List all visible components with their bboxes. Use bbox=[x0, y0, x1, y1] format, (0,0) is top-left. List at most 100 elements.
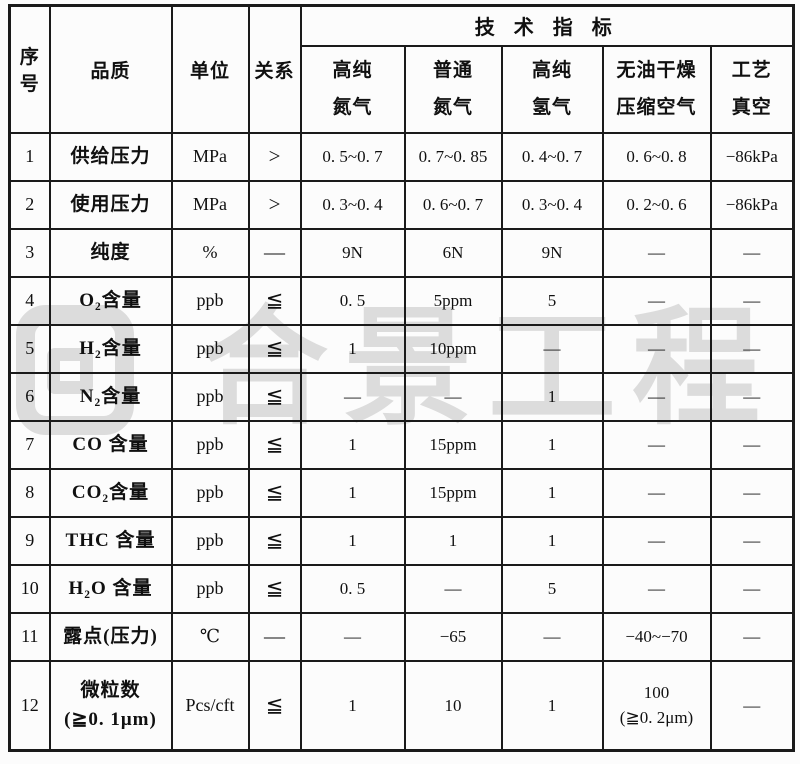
unit-cell: % bbox=[170, 227, 250, 278]
value-cell: — bbox=[601, 467, 712, 518]
value-cell: 10 bbox=[403, 659, 503, 752]
quality-cell: 使用压力 bbox=[48, 179, 173, 230]
unit-cell: Pcs/cft bbox=[170, 659, 250, 752]
value-cell: −86kPa bbox=[709, 179, 795, 230]
value-cell: 5ppm bbox=[403, 275, 503, 326]
row-number: 9 bbox=[8, 515, 51, 566]
row-number: 7 bbox=[8, 419, 51, 470]
value-cell: 1 bbox=[299, 419, 406, 470]
value-cell: — bbox=[709, 227, 795, 278]
value-cell: — bbox=[601, 563, 712, 614]
header-gas-hp-nitrogen: 高纯 氮气 bbox=[299, 44, 406, 134]
value-cell: — bbox=[601, 275, 712, 326]
header-row-gases: 高纯 氮气 普通 氮气 高纯 氢气 无油干燥 压缩空气 工艺 真空 bbox=[10, 44, 795, 134]
value-cell: 0. 3~0. 4 bbox=[500, 179, 604, 230]
value-cell: 9N bbox=[299, 227, 406, 278]
value-cell: 1 bbox=[500, 467, 604, 518]
value-cell: — bbox=[709, 611, 795, 662]
header-gas-compressed-air: 无油干燥 压缩空气 bbox=[601, 44, 712, 134]
row-number: 1 bbox=[8, 131, 51, 182]
unit-cell: ppb bbox=[170, 323, 250, 374]
quality-cell: THC 含量 bbox=[48, 515, 173, 566]
value-cell: 5 bbox=[500, 563, 604, 614]
row-number: 2 bbox=[8, 179, 51, 230]
value-cell: — bbox=[601, 323, 712, 374]
relation-cell: > bbox=[247, 179, 302, 230]
table-row: 3 纯度 % — 9N 6N 9N — — bbox=[8, 227, 795, 278]
value-cell: 1 bbox=[500, 371, 604, 422]
unit-cell: ppb bbox=[170, 419, 250, 470]
value-cell: 6N bbox=[403, 227, 503, 278]
row-number: 5 bbox=[8, 323, 51, 374]
value-cell: — bbox=[601, 515, 712, 566]
value-cell: — bbox=[709, 371, 795, 422]
value-cell: — bbox=[500, 323, 604, 374]
value-cell: — bbox=[299, 371, 406, 422]
relation-cell: — bbox=[247, 611, 302, 662]
unit-cell: ppb bbox=[170, 467, 250, 518]
table-row: 6 N₂含量 ppb ≦ — — 1 — — bbox=[8, 371, 795, 422]
value-cell: 1 bbox=[500, 515, 604, 566]
table-row: 2 使用压力 MPa > 0. 3~0. 4 0. 6~0. 7 0. 3~0.… bbox=[8, 179, 795, 230]
value-cell: — bbox=[709, 323, 795, 374]
header-gas-process-vacuum: 工艺 真空 bbox=[709, 44, 795, 134]
relation-cell: — bbox=[247, 227, 302, 278]
quality-cell: N₂含量 bbox=[48, 371, 173, 422]
value-cell: — bbox=[500, 611, 604, 662]
header-unit: 单位 bbox=[170, 4, 250, 134]
header-quality: 品质 bbox=[48, 4, 173, 134]
value-cell: 0. 5 bbox=[299, 563, 406, 614]
relation-cell: ≦ bbox=[247, 419, 302, 470]
quality-cell: 露点(压力) bbox=[48, 611, 173, 662]
relation-cell: > bbox=[247, 131, 302, 182]
relation-cell: ≦ bbox=[247, 515, 302, 566]
row-number: 10 bbox=[8, 563, 51, 614]
value-cell: 0. 6~0. 8 bbox=[601, 131, 712, 182]
unit-cell: ppb bbox=[170, 275, 250, 326]
value-cell: — bbox=[709, 275, 795, 326]
quality-cell: H₂O 含量 bbox=[48, 563, 173, 614]
value-cell: 15ppm bbox=[403, 467, 503, 518]
value-cell: — bbox=[709, 419, 795, 470]
value-cell: — bbox=[709, 563, 795, 614]
value-cell: — bbox=[601, 371, 712, 422]
row-number: 8 bbox=[8, 467, 51, 518]
value-cell: 0. 5 bbox=[299, 275, 406, 326]
value-cell: — bbox=[601, 227, 712, 278]
unit-cell: MPa bbox=[170, 131, 250, 182]
table-row: 8 CO₂含量 ppb ≦ 1 15ppm 1 — — bbox=[8, 467, 795, 518]
value-cell: — bbox=[403, 371, 503, 422]
relation-cell: ≦ bbox=[247, 371, 302, 422]
value-cell: — bbox=[709, 467, 795, 518]
value-cell: — bbox=[403, 563, 503, 614]
value-cell: −65 bbox=[403, 611, 503, 662]
value-cell: 1 bbox=[403, 515, 503, 566]
table-row: 9 THC 含量 ppb ≦ 1 1 1 — — bbox=[8, 515, 795, 566]
unit-cell: ℃ bbox=[170, 611, 250, 662]
value-cell: 1 bbox=[299, 659, 406, 752]
value-cell: 5 bbox=[500, 275, 604, 326]
gas-spec-table: 序号 品质 单位 关系 技 术 指 标 高纯 氮气 普通 氮气 高纯 氢气 无油… bbox=[8, 4, 796, 752]
value-cell: 1 bbox=[500, 419, 604, 470]
relation-cell: ≦ bbox=[247, 563, 302, 614]
header-tech-indicators: 技 术 指 标 bbox=[299, 4, 795, 47]
header-serial: 序号 bbox=[8, 4, 51, 134]
value-cell: 0. 2~0. 6 bbox=[601, 179, 712, 230]
value-cell: 0. 7~0. 85 bbox=[403, 131, 503, 182]
value-cell: 0. 4~0. 7 bbox=[500, 131, 604, 182]
value-cell: — bbox=[299, 611, 406, 662]
table-row: 1 供给压力 MPa > 0. 5~0. 7 0. 7~0. 85 0. 4~0… bbox=[8, 131, 795, 182]
value-cell: 1 bbox=[299, 515, 406, 566]
header-gas-hp-hydrogen: 高纯 氢气 bbox=[500, 44, 604, 134]
value-cell: 100 (≧0. 2μm) bbox=[601, 659, 712, 752]
row-number: 3 bbox=[8, 227, 51, 278]
quality-cell: 纯度 bbox=[48, 227, 173, 278]
value-cell: — bbox=[601, 419, 712, 470]
unit-cell: ppb bbox=[170, 515, 250, 566]
value-cell: 9N bbox=[500, 227, 604, 278]
quality-cell: 供给压力 bbox=[48, 131, 173, 182]
quality-cell: H₂含量 bbox=[48, 323, 173, 374]
header-gas-ordinary-nitrogen: 普通 氮气 bbox=[403, 44, 503, 134]
relation-cell: ≦ bbox=[247, 467, 302, 518]
